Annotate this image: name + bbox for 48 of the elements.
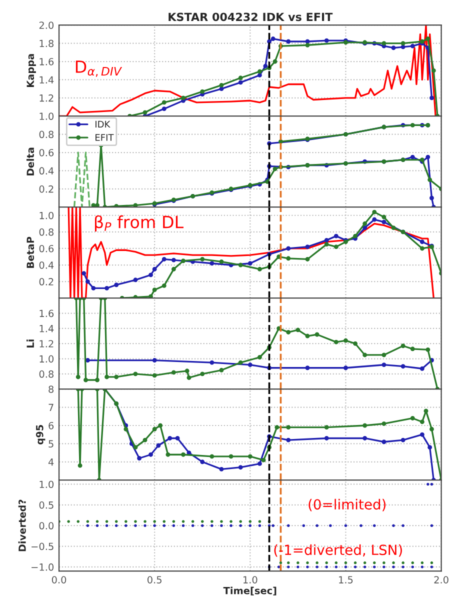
x-tick-label: 1.0 <box>243 576 258 584</box>
y-tick-label: 8 <box>48 386 54 393</box>
y-tick-label: 0.0 <box>39 522 54 530</box>
y-tick-label: 5 <box>48 440 54 448</box>
y-tick-label: 1.4 <box>40 76 54 84</box>
y-tick-label: −1.0 <box>32 563 54 571</box>
y-tick-label: 0.2 <box>39 278 54 286</box>
y-tick-label: 1.8 <box>40 40 54 48</box>
y-tick-label: 1.0 <box>40 480 54 488</box>
legend-label: EFIT <box>96 134 114 141</box>
y-axis-title: q95 <box>36 425 46 444</box>
y-tick-label: 0.5 <box>39 501 54 509</box>
y-tick-label: 6 <box>48 422 54 430</box>
y-tick-label: 0.6 <box>39 148 54 156</box>
y-tick-label: 0.8 <box>39 130 54 138</box>
y-tick-label: 0.4 <box>39 261 54 269</box>
y-tick-label: 1.0 <box>40 212 54 220</box>
x-tick-label: 0.5 <box>147 576 162 584</box>
y-tick-label: 0.2 <box>39 185 54 193</box>
y-tick-label: 0.8 <box>39 228 54 236</box>
y-tick-label: 1.6 <box>40 310 54 318</box>
annotation: D$_{α,DIV}$ <box>76 60 122 77</box>
y-tick-label: 1.0 <box>40 112 54 120</box>
y-tick-label: 1.4 <box>40 325 54 332</box>
y-tick-label: −0.5 <box>32 542 54 550</box>
y-tick-label: 4 <box>48 458 54 466</box>
y-axis-title: Diverted? <box>18 500 26 552</box>
y-axis-title: Li <box>26 340 34 348</box>
y-tick-label: 0.8 <box>39 370 54 378</box>
x-axis-title: Time[sec] <box>223 586 276 596</box>
y-tick-label: 1.6 <box>40 58 54 66</box>
x-tick-label: 1.5 <box>339 576 353 584</box>
annotation: (-1=diverted, LSN) <box>274 544 402 557</box>
y-tick-label: 1.0 <box>40 355 54 363</box>
y-tick-label: 2.0 <box>39 22 54 29</box>
x-tick-label: 2.0 <box>434 576 448 584</box>
y-tick-label: 7 <box>48 404 54 411</box>
y-axis-title: Kappa <box>26 54 36 88</box>
y-tick-label: 1.2 <box>40 340 54 348</box>
annotation: β$_{P}$ from DL <box>94 215 184 232</box>
y-tick-label: 0.6 <box>39 244 54 252</box>
chart-title: KSTAR 004232 IDK vs EFIT <box>168 12 333 22</box>
y-axis-title: BetaP <box>26 236 34 268</box>
y-tick-label: 1.2 <box>40 94 54 102</box>
legend-label: IDK <box>96 120 110 128</box>
annotation: (0=limited) <box>308 498 386 512</box>
y-tick-label: 0.4 <box>39 167 54 175</box>
y-axis-title: Delta <box>26 148 34 176</box>
